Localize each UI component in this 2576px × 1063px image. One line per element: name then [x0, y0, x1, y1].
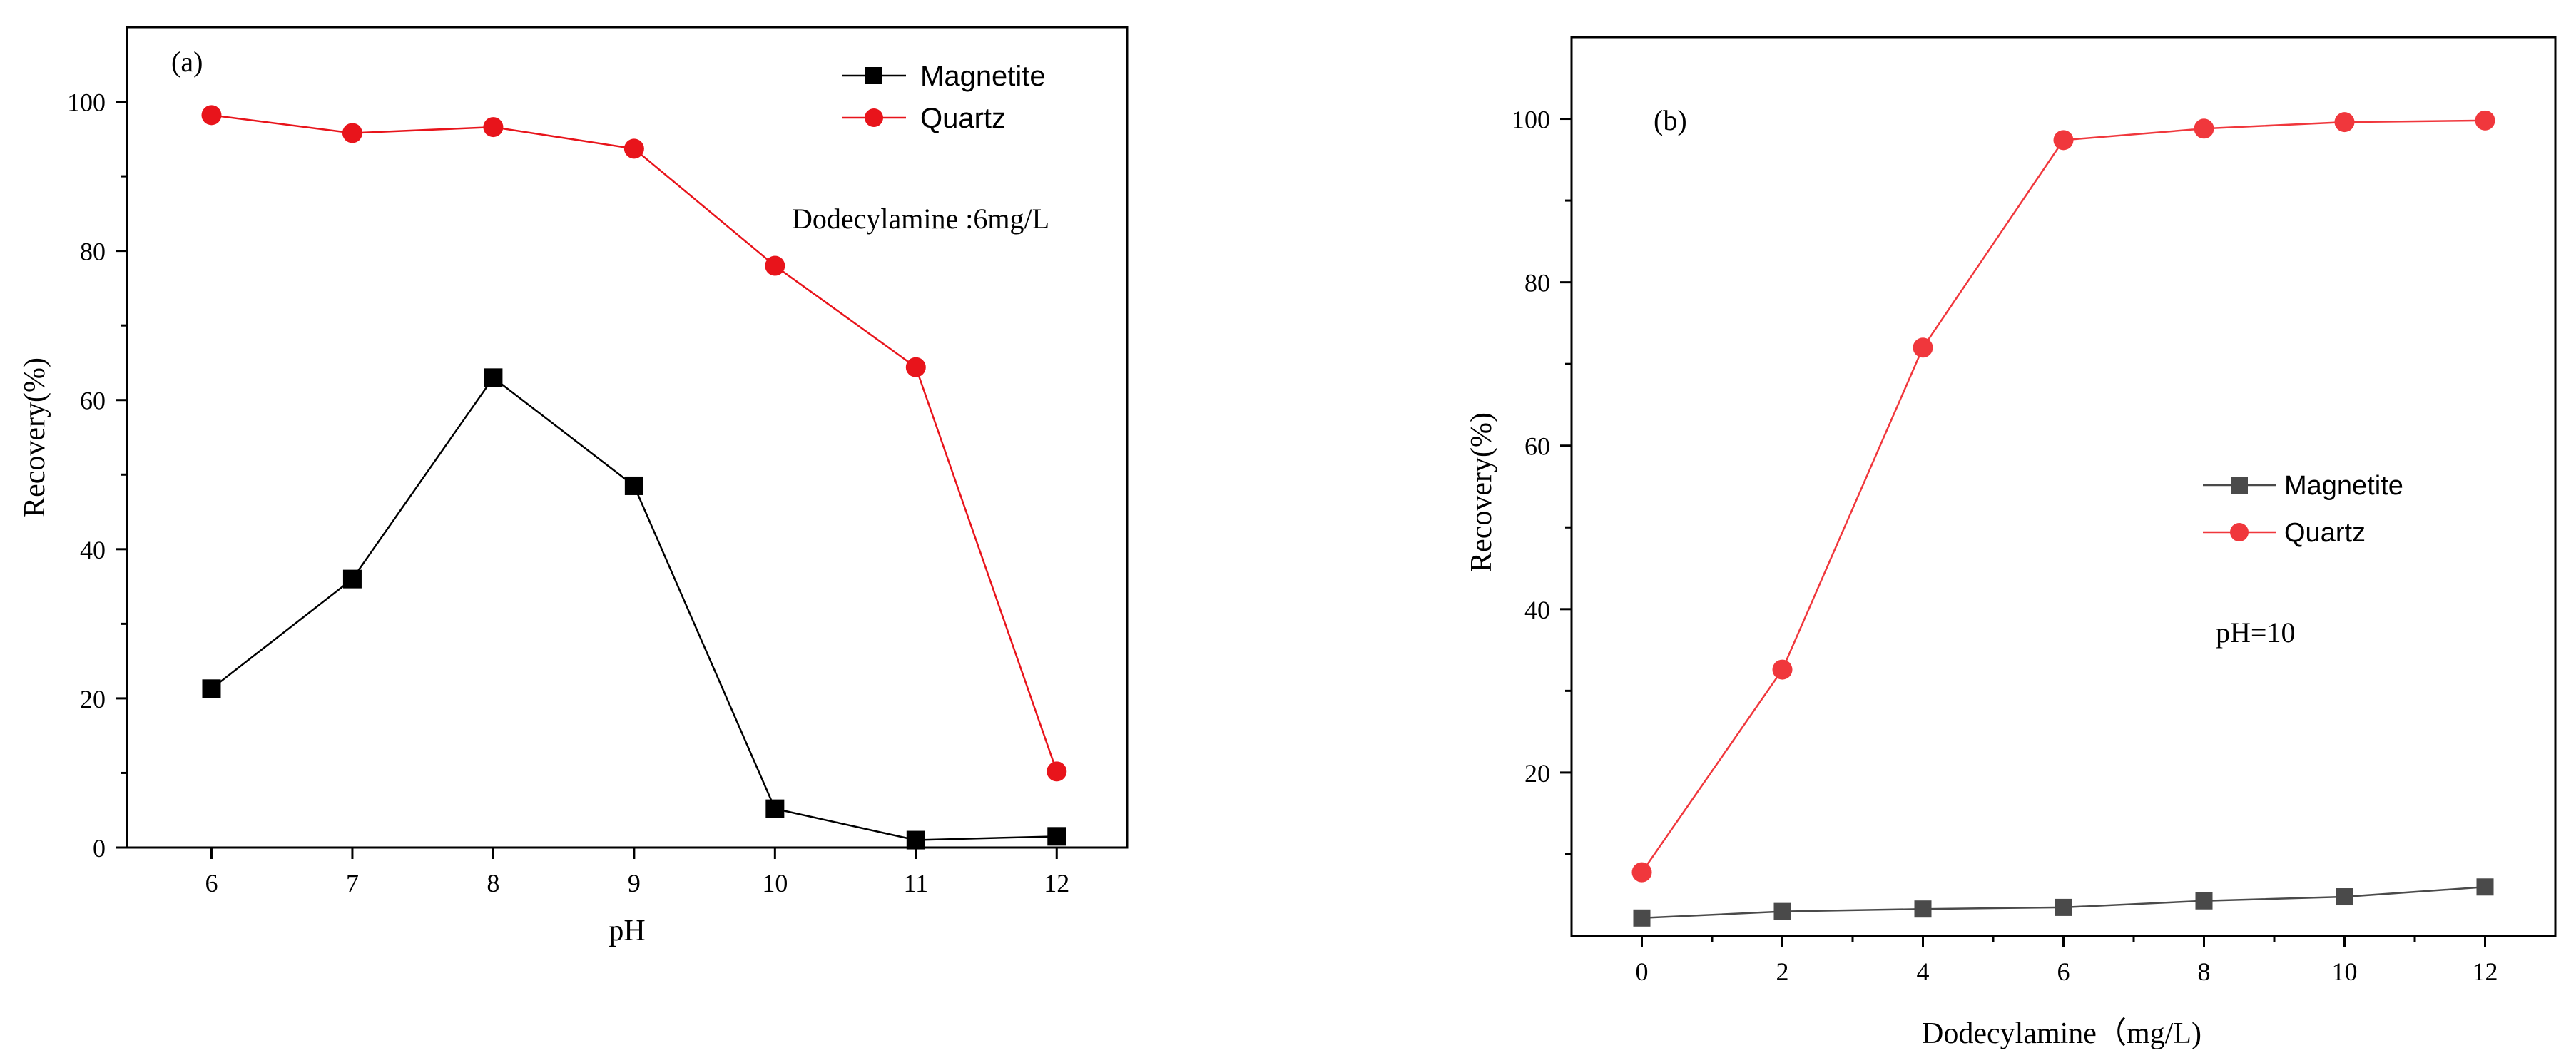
data-point-magnetite [624, 476, 643, 495]
x-tick-label: 8 [2198, 957, 2211, 986]
panel-b-xlabel: Dodecylamine（mg/L) [1922, 1017, 2201, 1050]
legend-magnetite-marker [865, 67, 882, 84]
panel-a-annotation: Dodecylamine :6mg/L [792, 203, 1049, 235]
y-tick-label: 100 [1512, 106, 1550, 134]
legend-magnetite-label: Magnetite [2284, 471, 2403, 501]
data-point-magnetite [2476, 878, 2494, 896]
data-point-magnetite [906, 830, 925, 850]
x-tick-label: 2 [1776, 957, 1789, 986]
data-point-quartz [905, 357, 926, 377]
data-point-magnetite [1047, 827, 1066, 846]
x-tick-label: 10 [2332, 957, 2358, 986]
y-tick-label: 60 [1524, 432, 1550, 461]
x-tick-label: 11 [903, 869, 928, 897]
y-tick-label: 80 [80, 238, 106, 266]
panel-b: 0 2 4 6 8 10 12 20 40 60 80 100 Dodecylamine（mg/L)… [1465, 36, 2557, 1050]
y-tick-label: 80 [1524, 269, 1550, 297]
data-point-magnetite [2336, 888, 2353, 906]
x-tick-label: 12 [1044, 869, 1069, 897]
data-point-quartz [483, 117, 504, 138]
panel-a-ylabel: Recovery(%) [19, 357, 51, 517]
panel-b-series [1631, 110, 2495, 927]
panel-b-y-tick-labels: 20 40 60 80 100 [1512, 106, 1550, 788]
panel-a-xlabel: pH [609, 915, 645, 947]
legend-quartz-marker [865, 108, 883, 127]
panel-a-series [201, 105, 1067, 850]
x-tick-label: 6 [2057, 957, 2070, 986]
data-point-quartz [2334, 112, 2355, 133]
legend-quartz-label: Quartz [2284, 518, 2366, 548]
data-point-magnetite [2055, 898, 2072, 916]
x-tick-label: 6 [205, 869, 218, 897]
legend-magnetite-marker [2231, 477, 2248, 494]
data-point-quartz [765, 255, 785, 276]
data-point-magnetite [484, 368, 503, 387]
y-tick-label: 40 [1524, 596, 1550, 624]
data-point-magnetite [1633, 909, 1651, 927]
data-point-magnetite [765, 799, 785, 818]
y-tick-label: 100 [67, 88, 106, 117]
data-point-quartz [2053, 130, 2074, 151]
panel-b-x-tick-labels: 0 2 4 6 8 10 12 [1636, 957, 2498, 986]
y-tick-label: 40 [80, 536, 106, 564]
x-tick-label: 4 [1917, 957, 1930, 986]
data-point-quartz [623, 138, 644, 159]
series-line-magnetite [210, 376, 1057, 841]
x-tick-label: 12 [2473, 957, 2498, 986]
panel-a-frame [126, 26, 1129, 849]
data-point-quartz [2194, 118, 2214, 139]
panel-a: 6 7 8 9 10 11 12 0 20 40 60 80 100 pH Recovery(%) (… [19, 26, 1129, 947]
panel-b-legend: Magnetite Quartz [2203, 471, 2403, 548]
panel-b-frame [1570, 36, 2557, 937]
x-tick-label: 8 [487, 869, 499, 897]
data-point-quartz [1913, 337, 1933, 358]
panel-a-x-tick-labels: 6 7 8 9 10 11 12 [205, 869, 1069, 897]
data-point-magnetite [342, 569, 362, 589]
panel-b-ylabel: Recovery(%) [1465, 412, 1498, 572]
legend-quartz-label: Quartz [920, 103, 1006, 134]
data-point-quartz [1772, 659, 1793, 680]
data-point-magnetite [1773, 902, 1791, 920]
data-point-quartz [1047, 761, 1067, 782]
y-tick-label: 20 [80, 685, 106, 713]
legend-quartz-marker [2230, 523, 2249, 541]
x-tick-label: 0 [1636, 957, 1649, 986]
x-tick-label: 9 [628, 869, 641, 897]
panel-a-legend: Magnetite Quartz [842, 61, 1046, 134]
data-point-quartz [2475, 110, 2495, 131]
panel-b-label: (b) [1654, 104, 1687, 136]
x-tick-label: 10 [762, 869, 788, 897]
panel-b-annotation: pH=10 [2216, 616, 2295, 649]
x-tick-label: 7 [346, 869, 359, 897]
y-tick-label: 0 [93, 834, 106, 863]
data-point-magnetite [2195, 892, 2213, 910]
panel-a-ticks [116, 101, 1058, 859]
y-tick-label: 60 [80, 387, 106, 415]
y-tick-label: 20 [1524, 759, 1550, 788]
panel-b-ticks [1560, 118, 2486, 947]
panel-a-label: (a) [171, 46, 203, 78]
legend-magnetite-label: Magnetite [920, 61, 1046, 92]
data-point-quartz [201, 105, 222, 126]
data-point-quartz [342, 123, 362, 143]
data-point-magnetite [202, 679, 221, 698]
panel-a-y-tick-labels: 0 20 40 60 80 100 [67, 88, 106, 863]
data-point-magnetite [1914, 900, 1932, 918]
data-point-quartz [1631, 862, 1652, 883]
